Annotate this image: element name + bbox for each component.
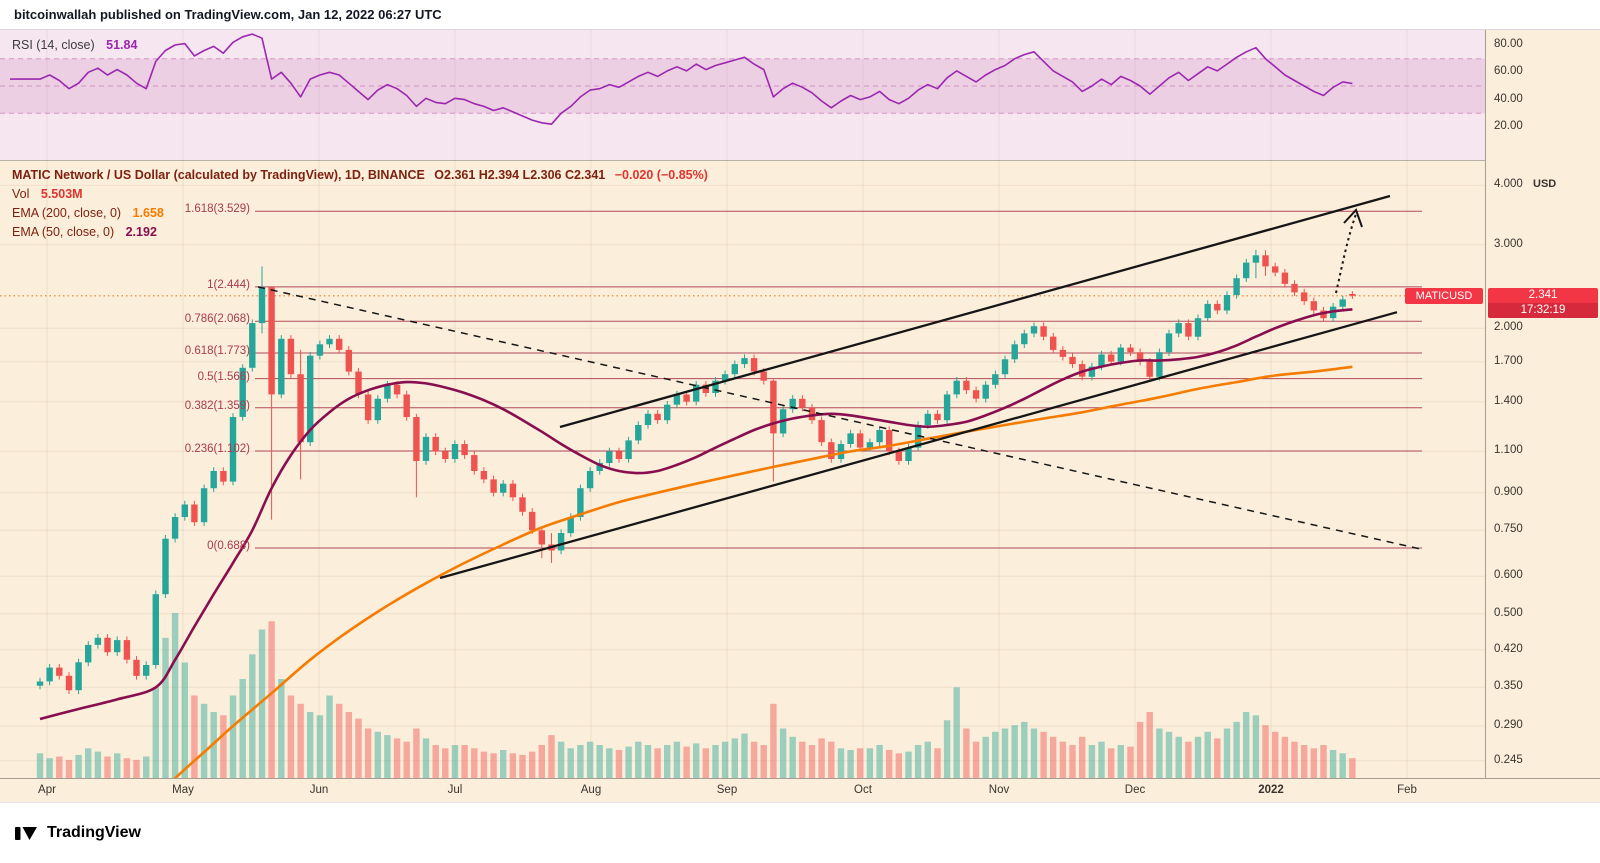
price-axis-label: 1.700 <box>1494 355 1523 367</box>
change-value: −0.020 (−0.85%) <box>614 168 708 182</box>
rsi-axis-label: 80.00 <box>1494 38 1523 50</box>
bar-close-countdown: 17:32:19 <box>1488 303 1598 318</box>
ema50-value: 2.192 <box>125 225 157 239</box>
fib-level-label: 0.382(1.359) <box>184 400 250 412</box>
ema50-label[interactable]: EMA (50, close, 0) <box>12 225 115 239</box>
price-scale[interactable]: USD 2.341 17:32:19 4.000 3.000 2.000 1.700 1… <box>1485 30 1600 778</box>
publish-header: bitcoinwallah published on TradingView.c… <box>0 0 1600 30</box>
rsi-legend[interactable]: RSI (14, close) 51.84 <box>12 38 137 52</box>
price-axis-label: 0.900 <box>1494 486 1523 498</box>
ema200-label[interactable]: EMA (200, close, 0) <box>12 206 122 220</box>
ema-50-line[interactable] <box>39 308 1353 721</box>
price-gridlines <box>0 160 1485 778</box>
volume-value: 5.503M <box>40 187 83 201</box>
price-axis-label: 2.000 <box>1494 321 1523 333</box>
publish-info-text: bitcoinwallah published on TradingView.c… <box>14 7 442 22</box>
time-axis-label: Sep <box>716 784 738 796</box>
fib-level-label: 1(2.444) <box>207 279 250 291</box>
fib-level-label: 0(0.688) <box>207 540 250 552</box>
price-line-symbol-tag: MATICUSD <box>1405 288 1483 304</box>
symbol-title[interactable]: MATIC Network / US Dollar (calculated by… <box>12 168 425 182</box>
currency-label[interactable]: USD <box>1530 178 1560 190</box>
price-axis-label: 4.000 <box>1494 178 1523 190</box>
chart-legend: MATIC Network / US Dollar (calculated by… <box>12 166 708 242</box>
price-plot-canvas[interactable] <box>0 160 1485 802</box>
ema200-legend-row[interactable]: EMA (200, close, 0) 1.658 <box>12 204 708 223</box>
time-axis-label: Aug <box>580 784 602 796</box>
last-price-tag: 2.341 17:32:19 <box>1488 288 1598 318</box>
price-axis-label: 0.500 <box>1494 607 1523 619</box>
rsi-line[interactable] <box>10 33 1353 125</box>
fib-level-label: 0.618(1.773) <box>184 345 250 357</box>
time-axis-label: Nov <box>988 784 1010 796</box>
candlestick-series[interactable] <box>36 249 1356 694</box>
symbol-legend-row[interactable]: MATIC Network / US Dollar (calculated by… <box>12 166 708 185</box>
rsi-axis-label: 20.00 <box>1494 120 1523 132</box>
price-axis-label: 0.600 <box>1494 569 1523 581</box>
time-scale[interactable]: Apr May Jun Jul Aug Sep Oct Nov Dec 2022 Feb <box>0 778 1600 802</box>
tradingview-wordmark[interactable]: TradingView <box>47 824 141 841</box>
trendlines[interactable] <box>257 194 1421 580</box>
price-panel[interactable]: 1.618(3.529) 1(2.444) 0.786(2.068) 0.618(1.… <box>0 160 1485 802</box>
time-axis-label: Feb <box>1397 784 1417 796</box>
rsi-gridlines <box>0 30 1485 160</box>
last-price: 2.341 <box>1528 289 1558 301</box>
breakout-arrow[interactable] <box>1335 208 1363 294</box>
price-axis-label: 0.290 <box>1494 719 1523 731</box>
volume-label[interactable]: Vol <box>12 187 30 201</box>
price-axis-label: 3.000 <box>1494 238 1523 250</box>
rsi-axis-label: 60.00 <box>1494 65 1523 77</box>
time-axis-label: 2022 <box>1258 784 1284 796</box>
fib-level-label: 0.5(1.566) <box>197 371 250 383</box>
time-axis-label: Dec <box>1124 784 1146 796</box>
time-axis-label: Oct <box>854 784 872 796</box>
ema200-value: 1.658 <box>132 206 164 220</box>
price-axis-label: 0.750 <box>1494 523 1523 535</box>
fib-level-label: 1.618(3.529) <box>184 203 250 215</box>
volume-series[interactable] <box>36 613 1356 779</box>
time-axis-label: Apr <box>38 784 56 796</box>
ohlc-values: O2.361 H2.394 L2.306 C2.341 <box>434 168 606 182</box>
rsi-panel[interactable]: RSI (14, close) 51.84 <box>0 30 1485 161</box>
price-axis-label: 0.245 <box>1494 754 1523 766</box>
rsi-axis-label: 40.00 <box>1494 93 1523 105</box>
time-axis-label: May <box>172 784 194 796</box>
fib-level-label: 0.786(2.068) <box>184 313 250 325</box>
tradingview-logo-icon[interactable] <box>14 821 38 845</box>
rsi-indicator-label[interactable]: RSI (14, close) <box>12 38 95 52</box>
volume-legend-row[interactable]: Vol 5.503M <box>12 185 708 204</box>
price-axis-label: 0.420 <box>1494 643 1523 655</box>
rsi-plot-canvas[interactable] <box>0 30 1485 160</box>
ema50-legend-row[interactable]: EMA (50, close, 0) 2.192 <box>12 223 708 242</box>
footer: TradingView <box>0 802 1600 863</box>
time-axis-label: Jun <box>309 784 329 796</box>
price-axis-label: 1.100 <box>1494 444 1523 456</box>
time-axis-label: Jul <box>447 784 463 796</box>
fib-level-label: 0.236(1.102) <box>184 443 250 455</box>
price-axis-label: 0.350 <box>1494 680 1523 692</box>
rsi-value: 51.84 <box>106 38 138 52</box>
ema-200-line[interactable] <box>40 365 1353 802</box>
price-axis-label: 1.400 <box>1494 395 1523 407</box>
